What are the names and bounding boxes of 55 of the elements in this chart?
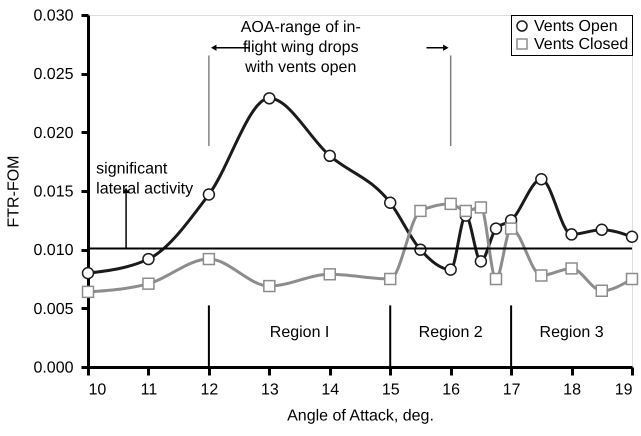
ref-line-label: significant lateral activity	[96, 160, 194, 198]
x-tick-label: 13	[260, 382, 279, 398]
point	[626, 230, 638, 243]
x-tick-label: 12	[200, 382, 218, 398]
y-tick-label: 0.025	[33, 66, 74, 84]
point	[202, 252, 216, 266]
y-tick-label: 0.000	[33, 360, 74, 376]
point	[565, 262, 578, 275]
x-tick-label: 15	[382, 382, 400, 398]
point	[142, 277, 155, 290]
point	[384, 272, 396, 286]
point	[384, 196, 396, 209]
point	[324, 268, 336, 281]
x-tick-label: 18	[563, 382, 582, 398]
y-tick-label: 0.015	[33, 184, 74, 200]
point	[565, 228, 578, 241]
y-axis-title: FTR-FOM	[5, 156, 22, 228]
point	[82, 266, 94, 280]
point	[535, 269, 548, 282]
point	[444, 263, 457, 276]
annotation: Region 2	[418, 324, 483, 341]
y-tick-label: 0.010	[33, 242, 74, 260]
point	[596, 224, 608, 236]
x-tick-label: 11	[140, 382, 158, 398]
point	[414, 204, 427, 218]
y-tick-label: 0.020	[33, 124, 74, 142]
point	[626, 272, 638, 286]
y-tick-label: 0.005	[33, 300, 74, 318]
y-tick-label: 0.030	[33, 8, 74, 24]
point	[474, 201, 488, 214]
point	[324, 150, 336, 162]
point	[263, 280, 276, 292]
annotation: Region 3	[540, 324, 604, 341]
x-tick-label: 19	[614, 382, 633, 398]
point	[263, 92, 276, 105]
x-tick-label: 10	[88, 382, 106, 398]
x-tick-label: 17	[502, 382, 521, 398]
point	[490, 272, 502, 286]
x-axis-title: Angle of Attack, deg.	[287, 408, 434, 424]
legend-label: Vents Open	[534, 18, 618, 35]
point	[460, 204, 472, 218]
point	[202, 188, 216, 201]
point	[444, 198, 457, 210]
x-tick-label: 14	[321, 382, 340, 398]
point	[596, 284, 608, 297]
point	[474, 255, 488, 268]
point	[535, 173, 548, 186]
annotation: AOA-range of in- flight wing drops with vents open	[240, 19, 361, 76]
point	[82, 286, 94, 298]
point	[504, 222, 518, 235]
legend-label: Vents Closed	[534, 36, 628, 53]
x-tick-label: 16	[442, 382, 460, 398]
annotation: Region I	[270, 324, 330, 341]
point	[142, 252, 155, 266]
point	[490, 222, 502, 235]
